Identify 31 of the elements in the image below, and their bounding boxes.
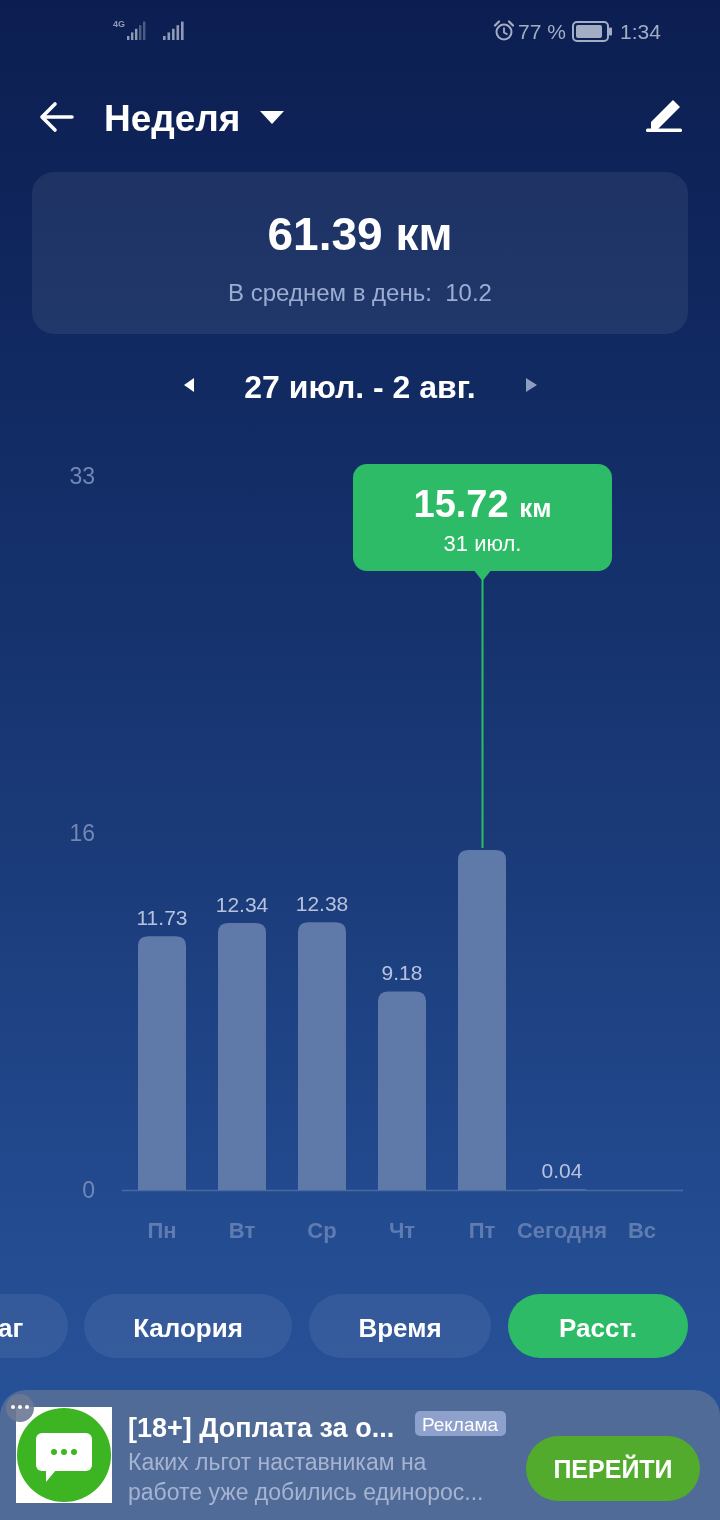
y-tick-label: 0 [82, 1176, 95, 1203]
text: Расст. [558, 1313, 638, 1343]
y-tick-label: 16 [69, 819, 95, 846]
x-tick-label: Вс [627, 1217, 657, 1243]
data-label: 0.04 [541, 1159, 583, 1183]
data-label: 11.73 [136, 906, 188, 930]
x-tick-label: Пн [147, 1217, 177, 1243]
chart-title: Неделя [104, 98, 241, 139]
data-label: 12.34 [215, 893, 269, 917]
x-tick-label: Сегодня [516, 1217, 608, 1243]
x-tick-label: Ср [307, 1217, 337, 1243]
text: 1:34 [620, 20, 662, 43]
text: Время [358, 1313, 442, 1343]
data-label: 12.38 [295, 892, 349, 916]
text: 61.39 км [267, 208, 453, 260]
chart-subtitle: 27 июл. - 2 авг. [244, 369, 476, 405]
text: 4G [113, 19, 126, 29]
text: Калория [133, 1313, 243, 1343]
text: Реклама [421, 1414, 499, 1435]
text: Каких льгот наставникам на работе уже добились единорос... [128, 1449, 484, 1505]
annotation: 31 июл. [443, 531, 522, 556]
text: ПЕРЕЙТИ [553, 1454, 673, 1483]
y-tick-label: 33 [69, 462, 95, 489]
x-tick-label: Пт [468, 1217, 496, 1243]
x-tick-label: Чт [388, 1217, 416, 1243]
data-label: 9.18 [381, 961, 423, 985]
x-tick-label: Вт [228, 1217, 256, 1243]
text: [18+] Доплата за о... [128, 1413, 395, 1443]
annotation: 15.72 км [413, 483, 552, 525]
text: В среднем в день: 10.2 [228, 279, 492, 306]
text: 77 % [518, 20, 566, 43]
